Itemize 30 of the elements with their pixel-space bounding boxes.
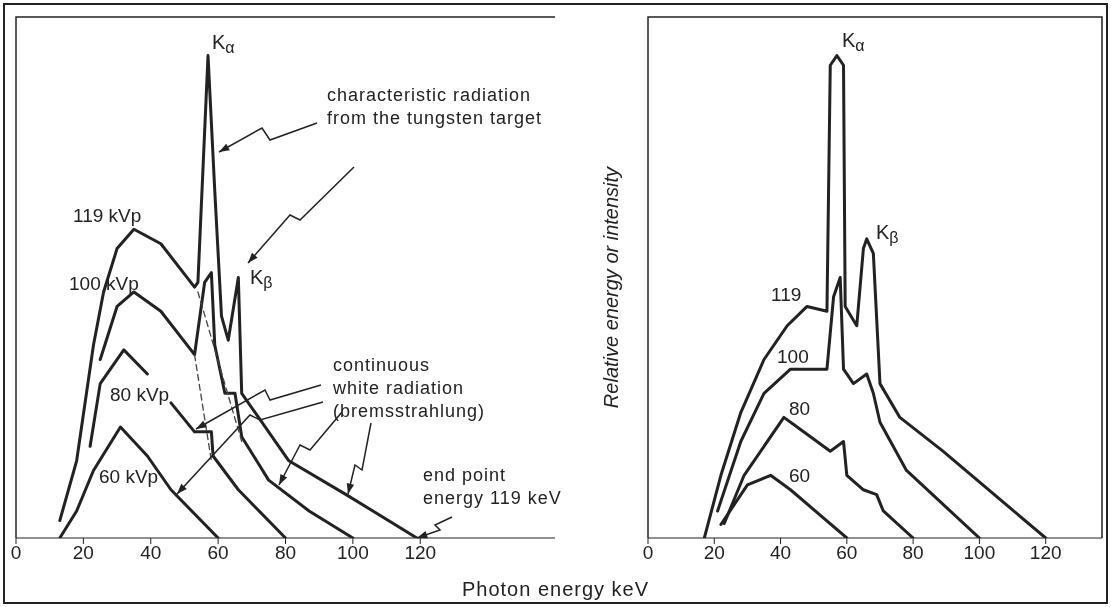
annotation: continuous white radiation (bremsstrahlung)	[333, 354, 487, 423]
x-tick-label: 60	[836, 542, 858, 564]
x-axis-title: Photon energy keV	[460, 578, 651, 601]
series-label: 100	[777, 346, 809, 368]
x-tick-label: 100	[337, 542, 369, 564]
x-tick-label: 40	[769, 542, 792, 564]
series-label: 119	[771, 284, 802, 306]
annotation: K$_{α}$	[212, 31, 235, 57]
x-tick-label: 80	[274, 542, 297, 564]
x-tick-label: 40	[140, 542, 162, 564]
x-tick-label: 100	[963, 542, 996, 564]
annotation: characteristic radiation from the tungsten target	[327, 84, 544, 130]
series-label: 60	[789, 465, 811, 487]
x-tick-label: 120	[404, 542, 437, 564]
x-tick-label: 20	[72, 542, 94, 564]
x-tick-label: 20	[703, 542, 725, 564]
text: K$_{α}$	[842, 29, 865, 55]
annotation: K$_{β}$	[876, 221, 899, 247]
annotation: end point energy 119 keV	[423, 464, 563, 510]
x-tick-label: 120	[1029, 542, 1062, 564]
legend-label: 60 kVp	[99, 466, 159, 488]
series-label: 80 kVp	[110, 384, 170, 406]
annotation: K$_{β}$	[250, 266, 273, 292]
x-tick-label: 60	[207, 542, 229, 564]
y-axis-title: Relative energy or intensity	[600, 165, 622, 409]
series-label: 119 kVp	[73, 205, 142, 227]
x-tick-label: 0	[10, 542, 22, 564]
x-tick-label: 0	[642, 542, 654, 564]
x-tick-label: 80	[902, 542, 924, 564]
series-label: 80	[789, 398, 811, 420]
